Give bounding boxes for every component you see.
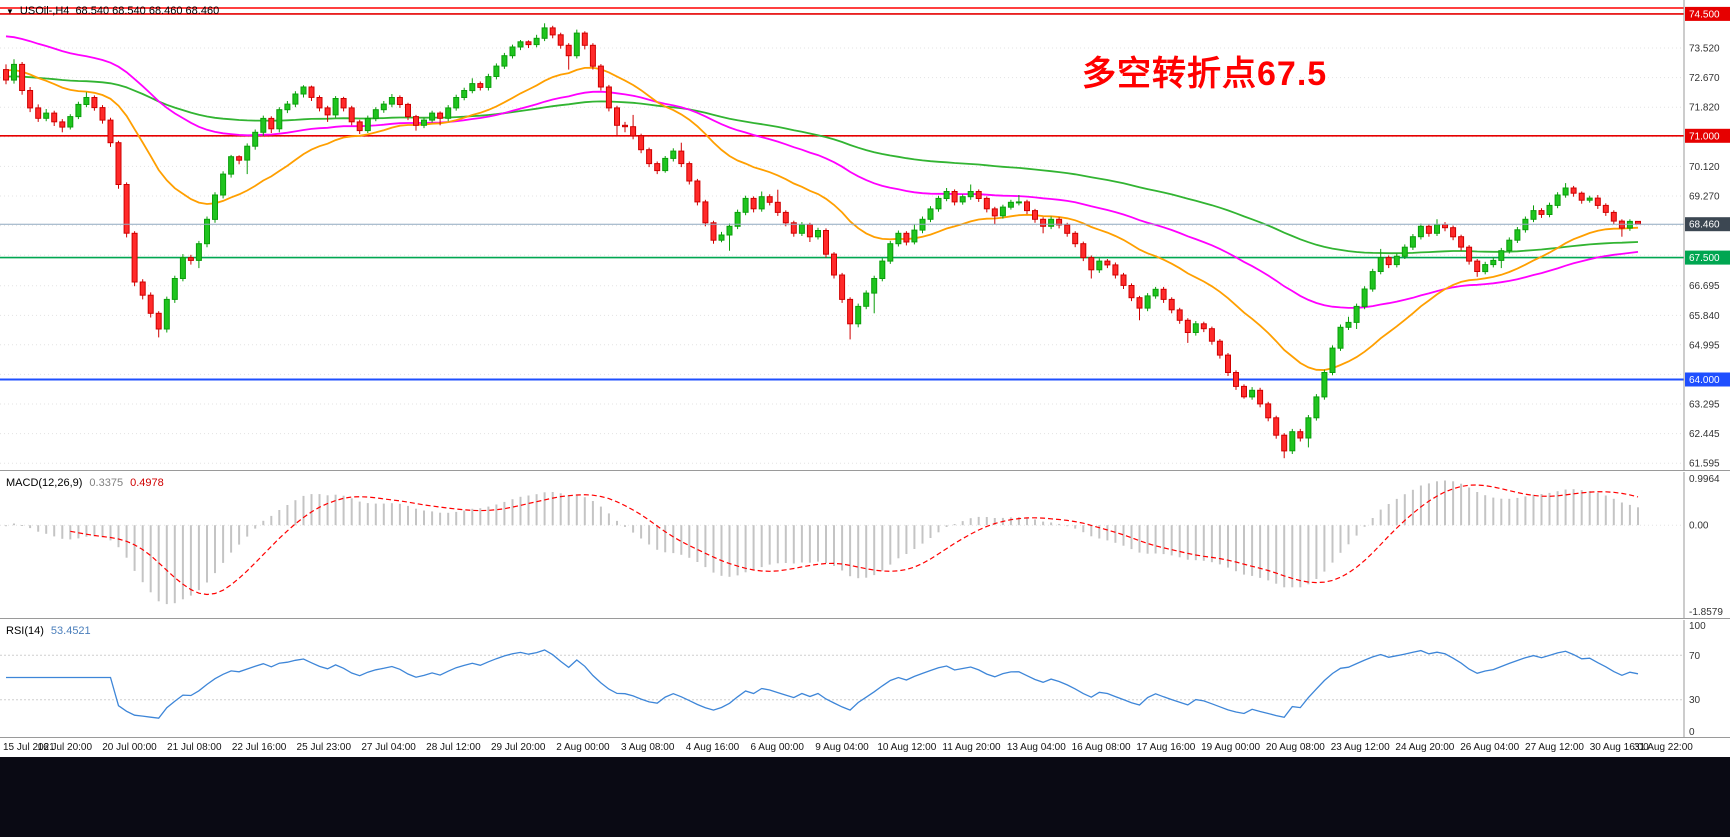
time-label: 10 Aug 12:00 [877,742,937,753]
svg-text:65.840: 65.840 [1689,311,1720,322]
time-label: 25 Jul 23:00 [296,742,352,753]
time-label: 20 Aug 08:00 [1265,742,1325,753]
svg-text:70.120: 70.120 [1689,162,1720,173]
main-chart-panel[interactable]: 73.520 72.670 71.820 70.120 69.270 66.695 65.8… [0,0,1730,470]
macd-name: MACD(12,26,9) [6,477,83,489]
time-label: 13 Aug 04:00 [1006,742,1066,753]
time-axis[interactable]: 15 Jul 2021 16 Jul 20:00 20 Jul 00:00 21 Ju… [0,737,1730,757]
time-label: 19 Aug 00:00 [1201,742,1261,753]
price-axis[interactable] [1684,0,1730,737]
macd-label: MACD(12,26,9) 0.3375 0.4978 [6,477,164,489]
svg-text:67.500: 67.500 [1689,253,1720,264]
time-label: 28 Jul 12:00 [426,742,481,753]
svg-text:66.695: 66.695 [1689,281,1720,292]
chart-annotation-text[interactable]: 多空转折点67.5 [1082,55,1328,93]
macd-main-value: 0.3375 [89,477,124,489]
time-label: 29 Jul 20:00 [490,742,546,753]
svg-text:-1.8579: -1.8579 [1689,607,1723,618]
macd-signal-value: 0.4978 [130,477,164,489]
svg-text:71.820: 71.820 [1689,103,1720,114]
symbol-timeframe-label: USOil-,H4 [19,5,70,17]
svg-text:62.445: 62.445 [1689,429,1720,440]
svg-text:61.595: 61.595 [1689,459,1720,470]
rsi-canvas[interactable]: 100 70 30 0 [0,620,1730,737]
time-label: 16 Aug 08:00 [1071,742,1131,753]
symbol-info: ▼ USOil-,H4 68.540 68.540 68.460 68.460 [6,5,219,17]
svg-text:64.995: 64.995 [1689,340,1720,351]
time-label: 3 Aug 08:00 [620,742,675,753]
svg-text:100: 100 [1689,621,1706,632]
time-label: 20 Jul 00:00 [102,742,157,753]
time-label: 15 Jul 2021 [3,742,55,753]
time-label: 30 Aug 16:00 [1589,742,1649,753]
macd-canvas[interactable]: 0.9964 0.00 -1.8579 [0,472,1730,618]
price-chart-canvas[interactable]: 73.520 72.670 71.820 70.120 69.270 66.695 65.8… [0,0,1730,470]
time-label: 24 Aug 20:00 [1395,742,1455,753]
panel-separator[interactable] [0,618,1730,620]
time-label: 11 Aug 20:00 [942,742,1001,753]
ohlc-values: 68.540 68.540 68.460 68.460 [75,5,220,17]
time-label: 21 Jul 08:00 [167,742,222,753]
collapse-arrow-icon[interactable]: ▼ [6,6,14,16]
time-label: 22 Jul 16:00 [231,742,287,753]
svg-text:0.00: 0.00 [1689,521,1709,532]
svg-text:72.670: 72.670 [1689,73,1720,84]
bottom-dark-bar [0,757,1730,837]
rsi-panel[interactable]: 100 70 30 0 RSI(14) 53.4521 [0,620,1730,737]
svg-text:0.9964: 0.9964 [1689,474,1720,485]
svg-text:73.520: 73.520 [1689,44,1720,55]
time-label: 9 Aug 04:00 [815,742,869,753]
time-label: 16 Jul 20:00 [37,742,93,753]
time-label: 26 Aug 04:00 [1460,742,1520,753]
time-label: 17 Aug 16:00 [1136,742,1196,753]
svg-text:64.000: 64.000 [1689,375,1720,386]
rsi-value: 53.4521 [50,625,91,637]
svg-text:0: 0 [1689,727,1695,737]
time-label: 23 Aug 12:00 [1330,742,1390,753]
time-label: 27 Aug 12:00 [1525,742,1584,753]
rsi-name: RSI(14) [6,625,44,637]
panel-separator[interactable] [0,470,1730,472]
svg-text:68.460: 68.460 [1689,220,1720,231]
time-label: 27 Jul 04:00 [361,742,416,753]
macd-panel[interactable]: 0.9964 0.00 -1.8579 MACD(12,26,9) 0.3375 0… [0,472,1730,618]
svg-text:71.000: 71.000 [1689,131,1720,142]
time-label: 4 Aug 16:00 [685,742,740,753]
svg-text:63.295: 63.295 [1689,400,1720,411]
time-label: 6 Aug 00:00 [750,742,804,753]
time-label: 31 Aug 22:00 [1633,742,1693,753]
svg-text:69.270: 69.270 [1689,192,1720,203]
rsi-label: RSI(14) 53.4521 [6,625,91,637]
svg-text:70: 70 [1689,651,1701,662]
svg-text:30: 30 [1689,695,1701,706]
svg-text:74.500: 74.500 [1689,9,1720,20]
time-label: 2 Aug 00:00 [556,742,610,753]
